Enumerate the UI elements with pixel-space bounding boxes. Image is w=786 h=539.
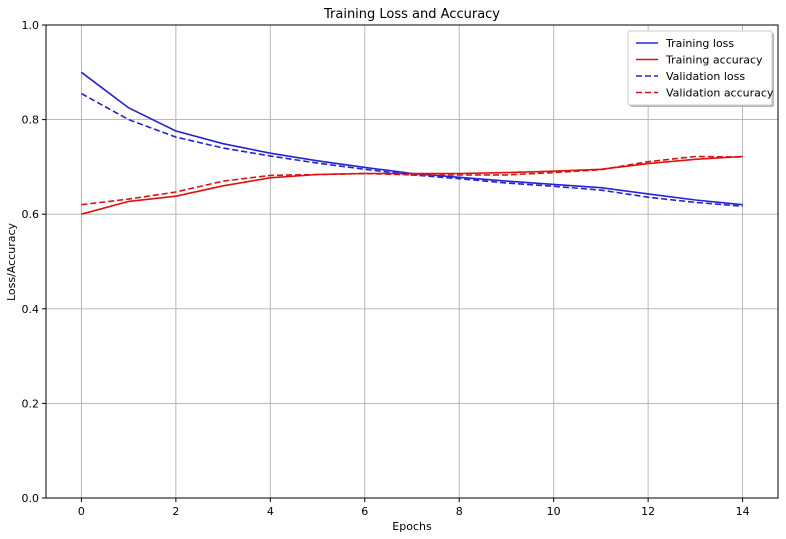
x-tick-label: 2: [172, 505, 179, 518]
x-tick-label: 6: [361, 505, 368, 518]
x-tick-label: 14: [736, 505, 750, 518]
legend: Training loss Training accuracy Validation…: [627, 30, 774, 107]
plot-frame: [45, 24, 779, 499]
legend-label: Training accuracy: [665, 54, 763, 67]
x-tick-label: 12: [641, 505, 655, 518]
y-tick-label: 0.2: [22, 397, 40, 410]
chart-title: Training Loss and Accuracy: [323, 7, 500, 22]
y-tick-label: 0.6: [22, 208, 40, 221]
legend-label: Validation loss: [666, 70, 745, 83]
x-axis-label: Epochs: [392, 520, 432, 533]
x-tick-label: 0: [78, 505, 85, 518]
y-tick-label: 0.4: [22, 303, 40, 316]
series-line-training-accuracy: [81, 155, 743, 215]
series-lines: [80, 71, 743, 215]
x-tick-label: 8: [456, 505, 463, 518]
axis-ticks: 0 2 4 6 8 10 12 14 0.0 0.2 0.4 0.6 0.8 1.0: [22, 19, 750, 518]
y-tick-label: 1.0: [22, 19, 40, 32]
legend-box: [627, 30, 773, 106]
legend-label: Training loss: [665, 37, 734, 50]
y-tick-label: 0.8: [22, 114, 40, 127]
legend-label: Validation accuracy: [666, 87, 774, 100]
y-tick-label: 0.0: [22, 492, 40, 505]
y-axis-label: Loss/Accuracy: [5, 222, 18, 301]
x-tick-label: 10: [547, 505, 561, 518]
series-line-validation-accuracy: [81, 155, 743, 206]
x-tick-label: 4: [267, 505, 274, 518]
